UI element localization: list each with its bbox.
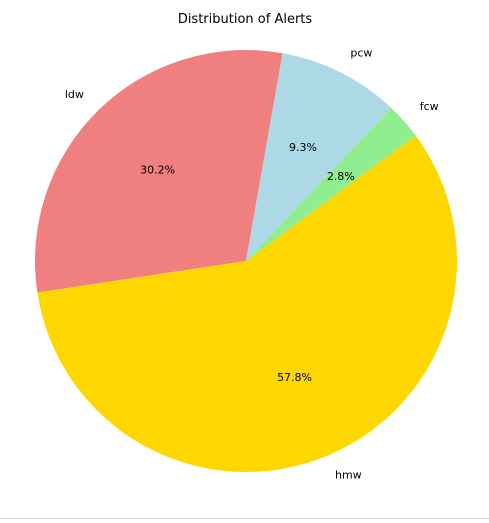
chart-title: Distribution of Alerts xyxy=(178,12,313,27)
slice-percent-pcw: 9.3% xyxy=(289,141,317,154)
slice-label-pcw: pcw xyxy=(350,47,372,60)
slice-percent-fcw: 2.8% xyxy=(327,170,355,183)
slice-label-ldw: ldw xyxy=(65,88,84,101)
slice-label-fcw: fcw xyxy=(420,100,439,113)
pie-slices xyxy=(35,50,458,473)
pie-slice-fcw xyxy=(246,107,416,261)
slice-percent-ldw: 30.2% xyxy=(140,163,175,176)
pie-slice-ldw xyxy=(35,50,283,293)
pie-slice-pcw xyxy=(246,53,392,262)
pie-labels: ldw 30.2% hmw 57.8% fcw 2.8% pcw 9.3% xyxy=(65,47,439,482)
slice-percent-hmw: 57.8% xyxy=(277,371,312,384)
slice-label-hmw: hmw xyxy=(335,468,362,481)
pie-slice-hmw xyxy=(37,135,458,473)
